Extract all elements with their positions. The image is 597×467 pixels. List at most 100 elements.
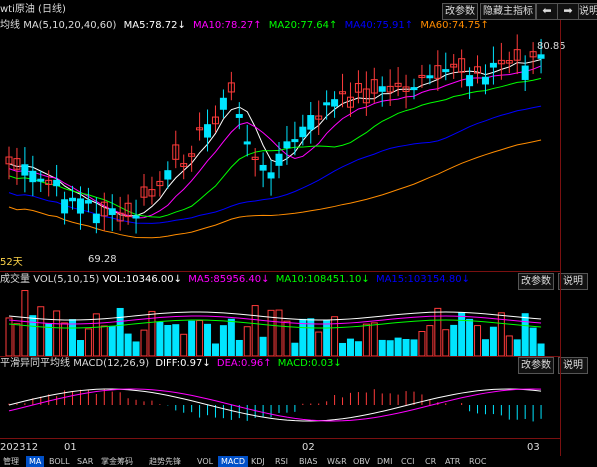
candle-body xyxy=(108,208,116,215)
candle-body xyxy=(211,116,219,125)
candle-body xyxy=(219,97,227,110)
volume-bar xyxy=(505,335,513,356)
vol-value: VOL:10346.00↓ xyxy=(102,274,183,285)
candle-body xyxy=(116,212,124,222)
volume-bar xyxy=(227,318,235,356)
macd-formula: MACD(12,26,9) xyxy=(73,358,150,369)
x-axis-label: 01 xyxy=(64,442,77,453)
candle-body xyxy=(362,88,370,104)
candle-body xyxy=(323,102,331,106)
ma5-value: MA5:78.72↓ xyxy=(123,20,186,31)
volume-bar xyxy=(354,341,362,356)
volume-bar xyxy=(315,331,323,356)
volume-bar xyxy=(132,341,140,356)
candle-body xyxy=(418,74,426,78)
vol-explain-button[interactable]: 说明 xyxy=(558,273,588,290)
tab-macd[interactable]: MACD xyxy=(218,456,248,467)
candle-body xyxy=(188,153,196,157)
volume-bar xyxy=(450,324,458,356)
panel-divider xyxy=(0,271,560,272)
candle-body xyxy=(61,199,69,214)
candle-body xyxy=(132,215,140,219)
candle-body xyxy=(37,178,45,182)
macd-explain-button[interactable]: 说明 xyxy=(558,357,588,374)
x-axis-label: 02 xyxy=(302,442,315,453)
left-arrow-icon[interactable]: ⬅ xyxy=(536,3,558,20)
volume-bar xyxy=(474,325,482,356)
tab-bias[interactable]: BIAS xyxy=(299,457,318,466)
ma10-line xyxy=(8,65,542,219)
tab-vol[interactable]: VOL xyxy=(197,457,214,466)
candle-body xyxy=(410,87,418,91)
hide-main-indicator-button[interactable]: 隐藏主指标 xyxy=(480,3,536,20)
window-title: wti原油 (日线) xyxy=(0,4,66,15)
tab-trend[interactable]: 趋势先锋 xyxy=(149,457,181,466)
candle-body xyxy=(148,189,156,197)
ma-legend: 均线 MA(5,10,20,40,60) MA5:78.72↓ MA10:78.… xyxy=(0,20,489,32)
candle-body xyxy=(521,65,529,80)
volume-bar xyxy=(100,325,108,356)
tab-obv[interactable]: OBV xyxy=(353,457,371,466)
candle-body xyxy=(339,91,347,95)
dea-value: DEA:0.96↑ xyxy=(216,358,272,369)
tab-wr[interactable]: W&R xyxy=(327,457,347,466)
tab-ma[interactable]: MA xyxy=(26,456,45,467)
volume-bar xyxy=(84,328,92,356)
vol-change-params-button[interactable]: 改参数 xyxy=(518,273,554,290)
tab-dmi[interactable]: DMI xyxy=(377,457,393,466)
candle-body xyxy=(180,163,188,167)
macd-change-params-button[interactable]: 改参数 xyxy=(518,357,554,374)
volume-bar xyxy=(418,331,426,356)
candle-body xyxy=(76,198,84,214)
volume-bar xyxy=(180,333,188,356)
volume-bar xyxy=(5,317,13,356)
right-axis-line xyxy=(560,20,561,456)
tab-cci[interactable]: CCI xyxy=(401,457,415,466)
volume-bar xyxy=(346,338,354,356)
tab-manage[interactable]: 管理 xyxy=(3,457,19,466)
tab-chip[interactable]: 掌金筹码 xyxy=(101,457,133,466)
vol-legend: 成交量 VOL(5,10,15) VOL:10346.00↓ MA5:85956… xyxy=(0,274,470,286)
tab-sar[interactable]: SAR xyxy=(77,457,94,466)
candle-body xyxy=(84,200,92,204)
ma10-value: MA10:78.27↑ xyxy=(193,20,262,31)
volume-bar xyxy=(53,310,61,356)
candle-body xyxy=(370,79,378,94)
volume-bar xyxy=(211,343,219,356)
volume-bar xyxy=(283,320,291,356)
ma60-value: MA60:74.75↑ xyxy=(420,20,489,31)
candle-body xyxy=(259,164,267,171)
candle-body xyxy=(164,170,172,180)
tab-atr[interactable]: ATR xyxy=(445,457,461,466)
candle-body xyxy=(204,124,212,138)
candle-body xyxy=(505,60,513,64)
volume-bar xyxy=(378,339,386,356)
volume-bar xyxy=(116,307,124,356)
volume-bar xyxy=(299,318,307,356)
x-axis-label: 202312 xyxy=(0,442,39,453)
volume-bar xyxy=(92,313,100,356)
tab-rsi[interactable]: RSI xyxy=(275,457,288,466)
volume-bar xyxy=(481,339,489,356)
tab-cr[interactable]: CR xyxy=(425,457,437,466)
vol-ma5-line xyxy=(8,311,542,321)
right-arrow-icon[interactable]: ➡ xyxy=(557,3,579,20)
macd-value: MACD:0.03↓ xyxy=(277,358,342,369)
candle-body xyxy=(434,65,442,79)
explain-button[interactable]: 说明 xyxy=(578,3,597,20)
tab-roc[interactable]: ROC xyxy=(469,457,487,466)
candle-body xyxy=(299,126,307,138)
candle-body xyxy=(251,156,259,161)
candle-body xyxy=(315,115,323,120)
ma5-line xyxy=(8,59,542,217)
volume-bar xyxy=(410,339,418,356)
tab-boll[interactable]: BOLL xyxy=(49,457,70,466)
volume-bar xyxy=(426,325,434,356)
diff-line xyxy=(8,388,542,422)
change-params-button[interactable]: 改参数 xyxy=(442,3,478,20)
candle-body xyxy=(489,62,497,68)
volume-bar xyxy=(339,342,347,356)
candle-body xyxy=(331,99,339,107)
ma20-value: MA20:77.64↑ xyxy=(268,20,338,31)
tab-kdj[interactable]: KDJ xyxy=(251,457,265,466)
